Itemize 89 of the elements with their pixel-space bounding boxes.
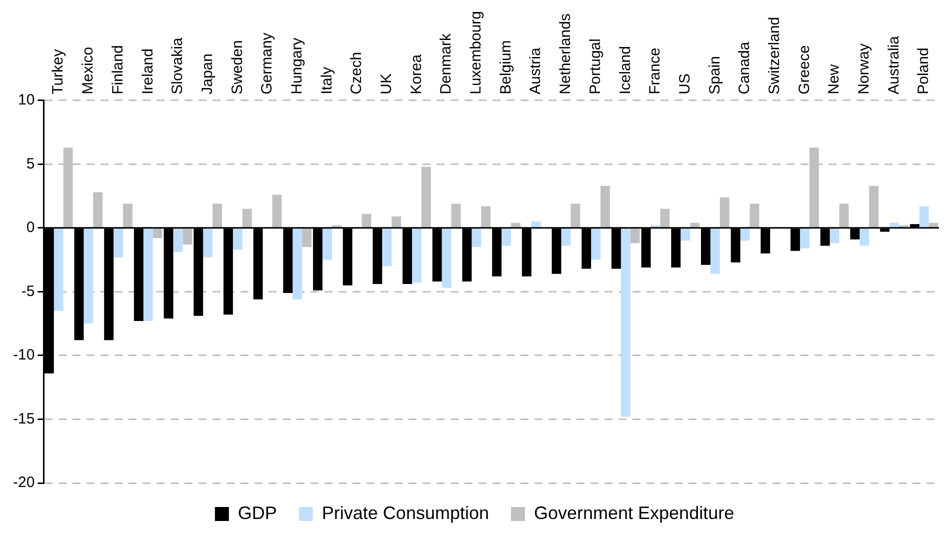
bar	[660, 208, 670, 228]
bar	[890, 222, 899, 228]
x-tick-label: Turkey	[50, 48, 67, 94]
bar	[750, 204, 760, 228]
x-tick-label: New	[826, 64, 843, 94]
bar	[362, 214, 372, 228]
x-tick-label: Iceland	[616, 46, 634, 94]
bar	[123, 204, 132, 228]
x-tick-label: Austria	[527, 47, 544, 94]
bar	[860, 228, 870, 246]
bar	[481, 206, 491, 228]
bar	[800, 228, 810, 248]
bar	[442, 228, 452, 288]
bar	[212, 204, 222, 228]
bar	[839, 204, 849, 228]
bar	[591, 228, 601, 260]
bar	[620, 228, 630, 417]
bar	[203, 228, 213, 258]
x-tick-label: Spain	[706, 56, 724, 94]
x-tick-label: Norway	[856, 43, 873, 94]
legend-label: Government Expenditure	[534, 502, 734, 523]
bar	[412, 228, 422, 283]
bar	[114, 228, 124, 258]
y-tick-label: 5	[26, 155, 35, 172]
bar	[84, 228, 94, 324]
bar	[919, 206, 929, 228]
x-tick-label: Ireland	[139, 48, 156, 94]
x-tick-label: Korea	[408, 54, 425, 94]
x-tick-label: Australia	[885, 35, 902, 94]
x-tick-label: Switzerland	[766, 16, 783, 94]
bar	[392, 216, 402, 228]
bar	[232, 228, 242, 250]
bar	[561, 228, 571, 246]
bar	[451, 204, 461, 228]
y-tick-label: 0	[26, 219, 35, 236]
x-tick-label: Netherlands	[557, 13, 574, 94]
bar	[502, 228, 511, 246]
x-tick-label: Germany	[258, 32, 276, 94]
bar	[472, 228, 482, 248]
bar	[242, 208, 252, 228]
legend-label: GDP	[238, 502, 277, 523]
x-tick-label: UK	[378, 74, 396, 94]
bar	[740, 228, 750, 241]
bar	[54, 228, 64, 311]
bar	[680, 228, 690, 241]
x-tick-label: Greece	[796, 45, 813, 94]
x-tick-label: France	[646, 48, 664, 94]
x-tick-label: Portugal	[586, 38, 604, 94]
bar	[690, 222, 700, 228]
x-tick-label: Czech	[348, 52, 366, 94]
x-tick-label: Finland	[109, 45, 126, 94]
bar	[928, 222, 938, 228]
bar	[322, 228, 332, 260]
y-tick-label: -5	[21, 282, 35, 300]
bar	[830, 228, 840, 244]
bar	[570, 204, 580, 228]
bar	[720, 197, 730, 228]
x-tick-label: Hungary	[288, 37, 306, 94]
bar	[510, 222, 520, 228]
x-tick-label: Japan	[198, 54, 216, 94]
x-tick-label: Poland	[915, 48, 932, 94]
x-tick-label: Luxembourg	[468, 10, 485, 94]
x-tick-label: Belgium	[497, 40, 514, 94]
y-tick-label: -20	[12, 474, 35, 492]
y-tick-label: 10	[18, 92, 35, 109]
x-tick-label: Sweden	[228, 40, 246, 94]
bar	[93, 192, 103, 228]
bar	[182, 228, 192, 245]
bar	[869, 186, 879, 228]
y-tick-label: -15	[12, 410, 35, 428]
bar	[292, 228, 302, 300]
bar	[710, 228, 720, 274]
x-tick-label: Canada	[736, 41, 754, 94]
bar	[152, 228, 162, 238]
bar	[382, 228, 392, 266]
legend-label: Private Consumption	[322, 502, 489, 523]
bar	[531, 222, 541, 228]
bar	[302, 228, 312, 248]
x-tick-label: Denmark	[438, 33, 455, 94]
y-tick-label: -10	[12, 346, 35, 364]
x-tick-label: Italy	[318, 66, 336, 94]
x-tick-label: Mexico	[80, 46, 97, 94]
bar	[173, 228, 183, 252]
x-tick-label: US	[676, 74, 694, 94]
bar	[272, 194, 282, 228]
bar	[600, 186, 610, 228]
bar	[143, 228, 153, 322]
bar	[630, 228, 640, 244]
x-tick-label: Slovakia	[169, 37, 186, 94]
